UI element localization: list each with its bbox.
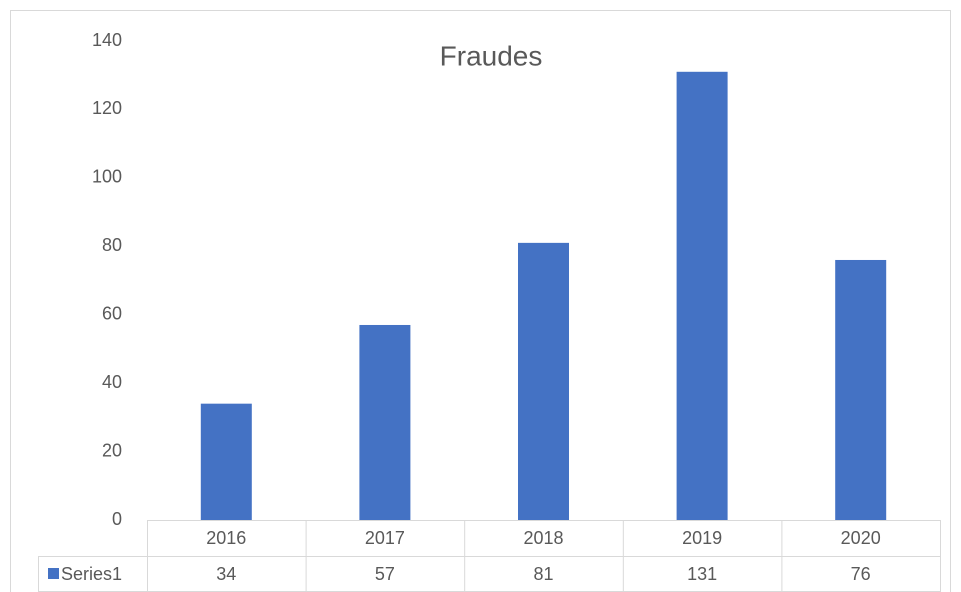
chart-title: Fraudes [440,40,543,71]
x-tick-label: 2019 [682,528,722,548]
y-tick-label: 40 [102,372,122,392]
bar [359,324,411,520]
table-value: 34 [216,564,236,584]
table-value: 81 [533,564,553,584]
chart-border [10,10,951,592]
bar [518,242,569,520]
y-tick-label: 100 [92,167,122,187]
y-tick-label: 20 [102,440,122,460]
y-tick-label: 140 [92,30,122,50]
table-value: 131 [687,564,717,584]
x-tick-label: 2017 [365,528,405,548]
y-tick-label: 60 [102,303,122,323]
bar [676,71,728,521]
y-tick-label: 120 [92,98,122,118]
x-tick-label: 2018 [523,528,563,548]
bar [200,403,252,520]
legend-label: Series1 [61,564,122,584]
table-value: 57 [375,564,395,584]
x-tick-label: 2016 [206,528,246,548]
legend-key [48,568,59,579]
y-tick-label: 0 [112,509,122,529]
bar [835,259,887,520]
x-tick-label: 2020 [841,528,881,548]
table-value: 76 [851,564,871,584]
y-tick-label: 80 [102,235,122,255]
